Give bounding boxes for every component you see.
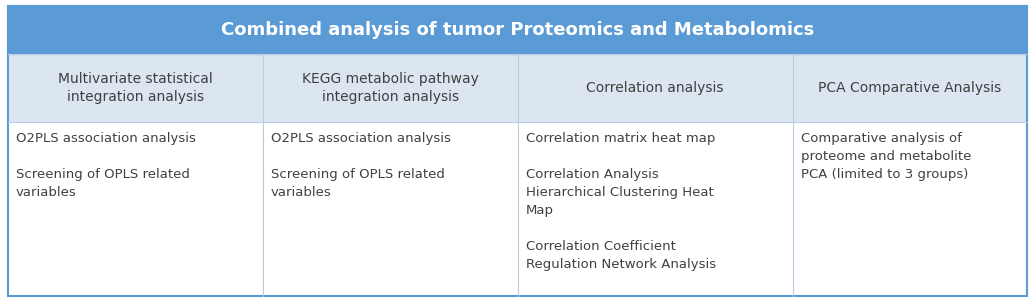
Text: PCA Comparative Analysis: PCA Comparative Analysis	[819, 81, 1002, 95]
Text: KEGG metabolic pathway
integration analysis: KEGG metabolic pathway integration analy…	[301, 72, 478, 104]
Text: Comparative analysis of
proteome and metabolite
PCA (limited to 3 groups): Comparative analysis of proteome and met…	[801, 132, 971, 181]
Text: O2PLS association analysis

Screening of OPLS related
variables: O2PLS association analysis Screening of …	[271, 132, 450, 199]
Text: Multivariate statistical
integration analysis: Multivariate statistical integration ana…	[58, 72, 213, 104]
FancyBboxPatch shape	[8, 54, 1027, 122]
FancyBboxPatch shape	[8, 122, 1027, 296]
Text: Combined analysis of tumor Proteomics and Metabolomics: Combined analysis of tumor Proteomics an…	[220, 21, 815, 39]
FancyBboxPatch shape	[8, 6, 1027, 54]
Text: Correlation matrix heat map

Correlation Analysis
Hierarchical Clustering Heat
M: Correlation matrix heat map Correlation …	[526, 132, 715, 271]
Text: O2PLS association analysis

Screening of OPLS related
variables: O2PLS association analysis Screening of …	[16, 132, 196, 199]
Text: Correlation analysis: Correlation analysis	[586, 81, 723, 95]
